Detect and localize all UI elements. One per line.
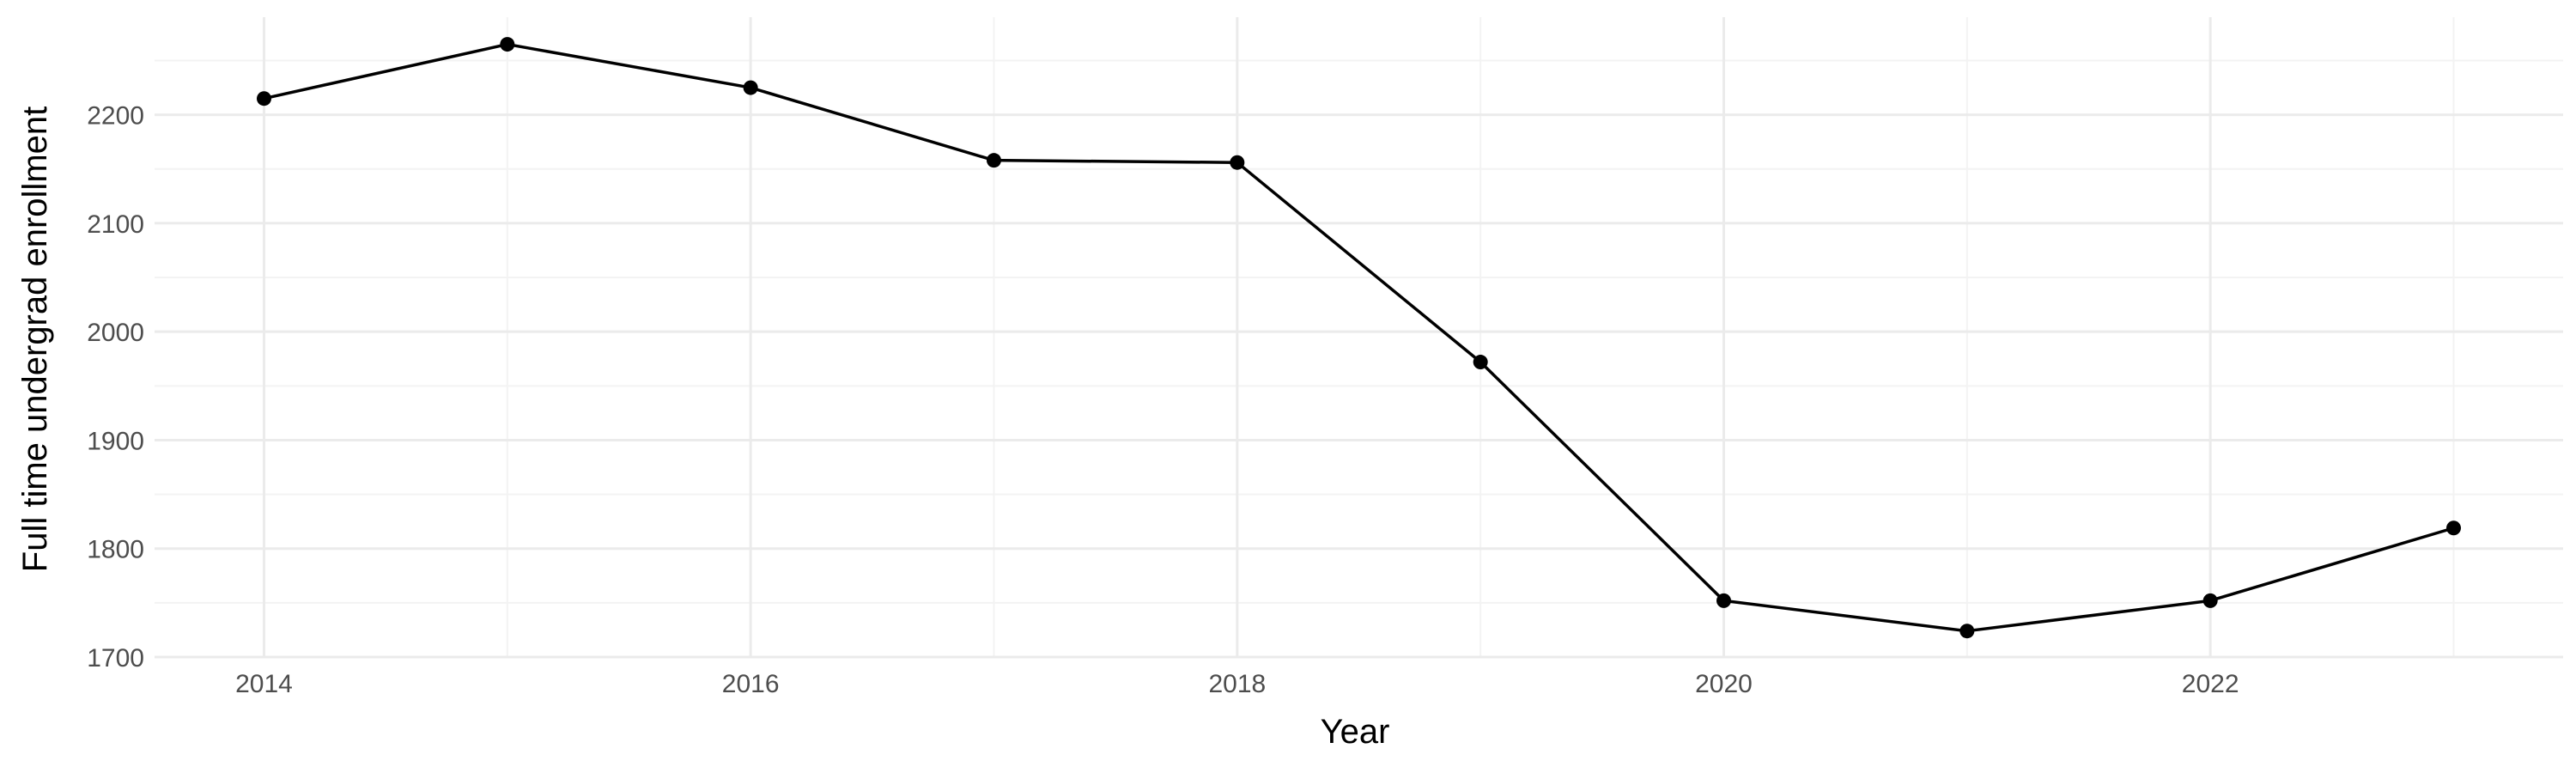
series-layer bbox=[264, 42, 2455, 633]
y-tick-label: 2100 bbox=[87, 210, 144, 239]
x-axis-title: Year bbox=[1321, 713, 1390, 751]
data-point bbox=[743, 80, 758, 95]
y-axis-title: Full time undergrad enrollment bbox=[16, 107, 54, 572]
data-point bbox=[1716, 593, 1731, 608]
y-tick-label: 1800 bbox=[87, 536, 144, 564]
x-tick-label: 2020 bbox=[1695, 670, 1753, 698]
data-point bbox=[987, 153, 1001, 168]
data-point bbox=[500, 37, 515, 52]
y-tick-label: 1700 bbox=[87, 644, 144, 673]
x-tick-label: 2014 bbox=[235, 670, 293, 698]
y-tick-label: 1900 bbox=[87, 427, 144, 455]
data-point bbox=[1230, 155, 1245, 170]
data-point bbox=[1473, 355, 1488, 370]
y-tick-labels: 1700 1800 1900 2000 2100 2200 bbox=[87, 102, 144, 673]
x-tick-labels: 2014 2016 2018 2020 2022 bbox=[235, 670, 2239, 698]
data-point bbox=[2446, 520, 2461, 536]
grid-layer bbox=[155, 17, 2563, 659]
series-line bbox=[264, 42, 2455, 633]
data-point bbox=[257, 91, 271, 107]
data-point bbox=[1959, 624, 1975, 639]
x-tick-label: 2022 bbox=[2182, 670, 2239, 698]
y-tick-label: 2200 bbox=[87, 102, 144, 131]
data-point bbox=[2202, 593, 2218, 608]
y-tick-label: 2000 bbox=[87, 319, 144, 347]
x-tick-label: 2016 bbox=[722, 670, 780, 698]
points-layer bbox=[257, 37, 2461, 639]
x-tick-label: 2018 bbox=[1208, 670, 1266, 698]
